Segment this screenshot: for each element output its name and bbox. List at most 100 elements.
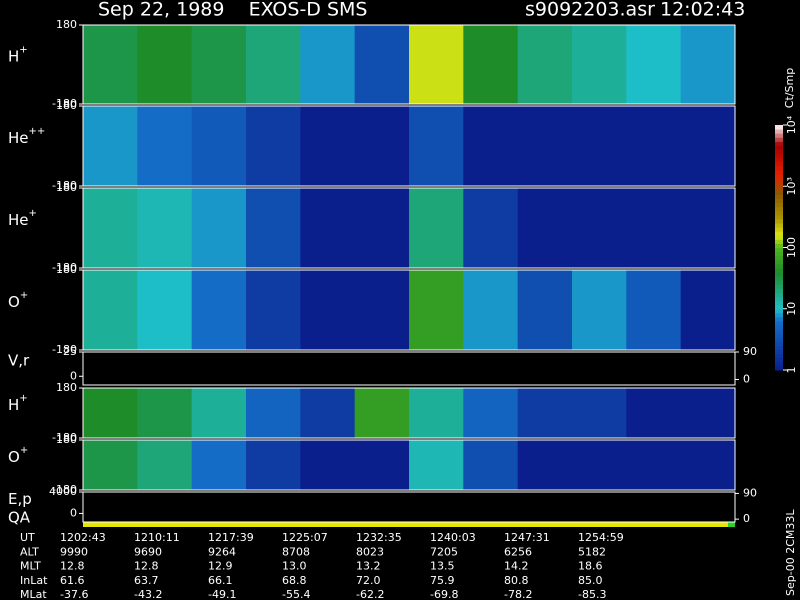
colorbar-step [775, 280, 783, 285]
file-name: s9092203.asr [525, 0, 655, 21]
row-value: 9264 [208, 545, 236, 558]
row-label: UT [20, 531, 35, 544]
colorbar-step [775, 149, 783, 155]
panel-frame [82, 387, 736, 439]
row-value: -43.2 [134, 588, 162, 600]
colorbar-step [775, 365, 783, 371]
spectrogram-cell [409, 188, 464, 268]
row-value: 12.8 [134, 560, 159, 573]
row-value: 1225:07 [282, 531, 328, 544]
y-tick-label: -180 [52, 483, 77, 496]
spectrogram-cell [83, 106, 138, 186]
spectrogram-cell [246, 270, 301, 350]
row-value: 1247:31 [504, 531, 550, 544]
spectrogram-cell [137, 188, 193, 268]
colorbar-step [775, 157, 783, 163]
y2-tick-label: 0 [743, 373, 750, 386]
row-label: ALT [20, 545, 39, 558]
spectrogram-cell [409, 106, 464, 186]
y2-tick-label: 0 [743, 512, 750, 525]
spectrogram-cell [463, 440, 519, 490]
y-tick-label: 180 [56, 381, 77, 394]
panel-label-sup: + [20, 445, 28, 456]
panel-frame [82, 269, 736, 351]
colorbar-step [775, 178, 783, 183]
panel-label-sup: + [20, 290, 28, 301]
spectrogram-cell [300, 25, 356, 104]
row-value: -37.6 [60, 588, 88, 600]
spectrogram-cell [680, 270, 736, 350]
spectrogram-cell [409, 270, 464, 350]
spectrogram-cell [354, 25, 410, 104]
colorbar-step [775, 353, 783, 359]
row-value: 18.6 [578, 560, 603, 573]
row-value: 1254:59 [578, 531, 624, 544]
spectrogram-cell [626, 388, 682, 438]
colorbar-tick-label: 100 [785, 237, 798, 258]
spectrogram-cell [246, 388, 301, 438]
spectrogram-cell [191, 388, 247, 438]
y2-tick-label: 90 [743, 486, 757, 499]
row-value: 66.1 [208, 574, 233, 587]
colorbar-step [775, 231, 783, 236]
line-panel-bg [83, 352, 735, 385]
time: 12:02:43 [660, 0, 745, 21]
colorbar-step [775, 198, 783, 204]
row-value: 1240:03 [430, 531, 476, 544]
qa-bar [83, 522, 735, 527]
colorbar-step [775, 361, 783, 367]
spectrogram-cell [517, 106, 573, 186]
spectrogram-cell [354, 440, 410, 490]
row-value: 12.8 [60, 560, 85, 573]
colorbar-step [775, 292, 783, 297]
colorbar-step [775, 137, 783, 142]
row-value: 63.7 [134, 574, 159, 587]
spectrogram-cell [246, 25, 301, 104]
spectrogram-cell [137, 106, 193, 186]
colorbar-step [775, 165, 783, 171]
colorbar-step [775, 153, 783, 159]
spectrogram-cell [300, 188, 356, 268]
panel-label-base: H [8, 47, 19, 65]
spectrogram-cell [409, 440, 464, 490]
row-value: 9990 [60, 545, 88, 558]
row-value: 8708 [282, 545, 310, 558]
panel-label-sup: + [29, 208, 37, 219]
panel-label: O+ [8, 445, 28, 466]
colorbar-step [775, 300, 783, 306]
spectrogram-cell [572, 106, 627, 186]
row-value: 13.0 [282, 560, 307, 573]
panel-frame [82, 187, 736, 269]
panel-label-base: O [8, 293, 20, 311]
row-value: 13.5 [430, 560, 455, 573]
spectrogram-cell [191, 106, 247, 186]
panel-label-base: O [8, 448, 20, 466]
spectrogram-cell [354, 106, 410, 186]
row-value: 12.9 [208, 560, 233, 573]
spectrogram-cell [83, 388, 138, 438]
colorbar-step [775, 190, 783, 195]
colorbar-step [775, 186, 783, 191]
colorbar-step [775, 227, 783, 232]
spectrogram-cell [300, 270, 356, 350]
y-tick-label: 180 [56, 99, 77, 112]
panel-label-sup: + [19, 45, 27, 56]
colorbar-step [775, 255, 783, 261]
spectrogram-cell [517, 388, 573, 438]
row-value: 61.6 [60, 574, 85, 587]
spectrogram-cell [572, 388, 627, 438]
spectrogram-cell [626, 106, 682, 186]
row-value: 7205 [430, 545, 458, 558]
colorbar-step [775, 267, 783, 273]
colorbar-step [775, 259, 783, 265]
row-value: 14.2 [504, 560, 529, 573]
colorbar-step [775, 125, 783, 130]
colorbar-step [775, 337, 783, 342]
spectrogram-cell [463, 106, 519, 186]
row-label: MLT [20, 560, 41, 573]
y-tick-label: 0 [70, 506, 77, 519]
colorbar-step [775, 357, 783, 363]
panel-frame [82, 491, 736, 523]
y-tick-label: -180 [52, 343, 77, 356]
spectrogram-cell [463, 270, 519, 350]
